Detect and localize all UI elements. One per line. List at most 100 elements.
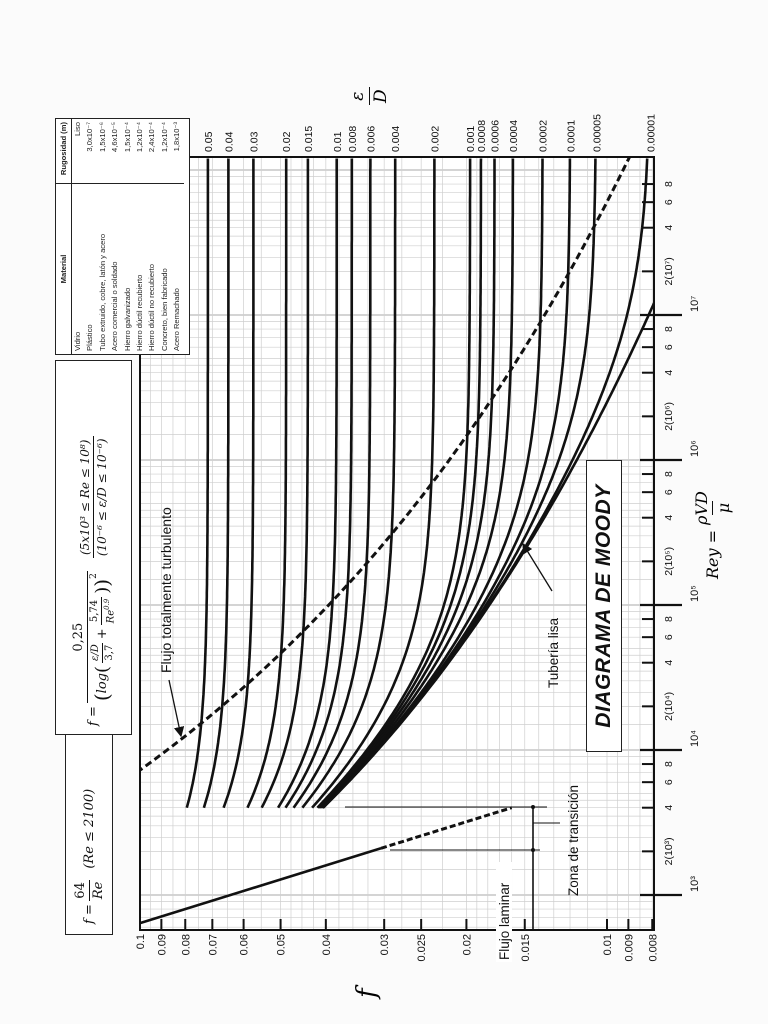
smooth-pipe-label: Tubería lisa: [546, 617, 561, 688]
laminar-line: [140, 847, 382, 925]
x-axis-title: Rey = ρVD μ: [692, 486, 733, 579]
fully-turbulent-arrow: [168, 679, 185, 738]
roughness-value: 1,2x10⁻⁴: [134, 119, 147, 184]
roughness-value: 2,4x10⁻⁴: [146, 119, 159, 184]
re-minor-tick-label: 4: [663, 660, 675, 666]
f-tick-label: 0.04: [321, 934, 333, 955]
laminar-label-bg: [496, 862, 512, 962]
term2-num: 5,74: [88, 599, 100, 623]
condition-eps: (10⁻⁶ ≤ ε/D ≤ 10⁻⁶): [93, 436, 109, 559]
re-term: 5,74 Re0.9: [88, 596, 117, 626]
eps-label: 0.015: [303, 126, 315, 152]
x-axis-title-fraction: ρVD μ: [692, 489, 733, 527]
curve-eps-0-006: [292, 158, 372, 809]
material-name: Acero comercial o soldado: [110, 261, 120, 351]
square-exp: 2: [88, 573, 99, 579]
curve-eps-0-02: [246, 158, 288, 809]
re-minor-tick-label: 4: [663, 805, 675, 811]
eps-label: 0.05: [203, 131, 215, 152]
eps-label: 0.04: [223, 131, 235, 152]
table-row: Tubo extruido, cobre, latón y acero 1,5x1…: [96, 119, 110, 354]
eps-label: 0.00005: [591, 114, 603, 152]
axes: 0.05 0.04 0.03 0.02 0.015 0.01 0.008 0.006 0.004…: [135, 114, 701, 962]
f-tick-label: 0.015: [520, 934, 532, 962]
curve-eps-0-0002: [320, 158, 544, 809]
f-tick-label: 0.03: [379, 934, 391, 955]
annotations: Flujo totalmente turbulento Tubería lisa…: [158, 507, 581, 962]
curve-eps-0-01: [276, 158, 338, 809]
re-minor-tick-label: 4: [663, 370, 675, 376]
term2-exp: 0.9: [102, 598, 111, 610]
eps-label: 0.002: [429, 126, 441, 152]
curve-eps-0-001: [316, 158, 472, 809]
roughness-value: 1,5x10⁻⁶: [96, 119, 110, 184]
re-minor-tick-label: 6: [663, 344, 675, 350]
transition-marker: [531, 805, 535, 809]
roughness-value: 1,2x10⁻⁴: [158, 119, 172, 184]
term2-den: Re: [105, 609, 117, 624]
eps-label: 0.0008: [476, 120, 488, 152]
table-header-roughness: Rugosidad (m): [56, 119, 72, 184]
curves: [140, 157, 654, 925]
re-minor-tick-label: 6: [663, 779, 675, 785]
curve-eps-0-008: [284, 158, 354, 809]
material-name: Tubo extruido, cobre, latón y acero: [97, 233, 107, 351]
material-name: Vidrio: [73, 331, 82, 351]
re-minor-tick-label: 6: [663, 199, 675, 205]
laminar-label: Flujo laminar: [497, 882, 512, 960]
re-minor-tick-label: 4: [663, 225, 675, 231]
f-tick-label: 0.06: [239, 934, 251, 955]
material-name: Hierro galvanizado: [122, 287, 132, 351]
formula-conditions: (5x10³ ≤ Re ≤ 10⁸) (10⁻⁶ ≤ ε/D ≤ 10⁻⁶): [78, 436, 109, 559]
re-minor-tick-label: 6: [663, 489, 675, 495]
re-minor-tick-label: 6: [663, 634, 675, 640]
re-major-tick-label: 10³: [689, 876, 701, 892]
material-name: Concreto, bien fabricado: [159, 268, 169, 351]
eps-label: 0.008: [347, 126, 359, 152]
f-tick-label: 0.1: [135, 934, 147, 949]
eps-label: 0.0006: [490, 120, 502, 152]
relative-roughness-axis-title: ε D: [348, 84, 391, 108]
curve-eps-0-03: [222, 158, 255, 809]
table-row: Hierro galvanizado 1,5x10⁻⁴: [121, 119, 135, 354]
smooth-pipe-arrow: [522, 542, 553, 592]
f-tick-label: 0.02: [461, 934, 473, 955]
re-minor-tick-label: 2(10⁴): [663, 692, 675, 721]
formula-lhs: f =: [86, 706, 101, 726]
log-term: log: [94, 673, 110, 694]
eps-label: 0.01: [332, 131, 344, 152]
re-major-tick-label: 10⁵: [689, 585, 701, 602]
x-axis-title-num: ρVD: [692, 491, 711, 525]
f-tick-label: 0.05: [276, 934, 288, 955]
turbulent-formula-box: f = 0,25 (log( ε/D 3,7 + 5,74 Re0.9 )) 2 (5…: [55, 360, 132, 735]
eps-over-3-7: ε/D 3,7: [90, 642, 115, 663]
formula-condition: (Re ≤ 2100): [81, 788, 97, 869]
roughness-value: 1,5x10⁻⁴: [121, 119, 135, 184]
eps-label: 0.001: [465, 126, 477, 152]
fully-turbulent-boundary: [140, 157, 654, 774]
formula-numerator: 64: [72, 882, 88, 899]
f-tick-label: 0.009: [623, 934, 635, 962]
laminar-formula-box: f = 64 Re (Re ≤ 2100): [65, 732, 113, 935]
plot-area: [140, 157, 654, 930]
eps-label: 0.006: [365, 126, 377, 152]
eps-label: 0.02: [281, 131, 293, 152]
re-major-tick-label: 10⁷: [689, 296, 701, 312]
transition-label: Zona de transición: [566, 785, 581, 896]
formula-numerator: 0,25: [70, 622, 86, 652]
x-axis-title-den: μ: [712, 500, 733, 516]
table-row: Concreto, bien fabricado 1,2x10⁻⁴: [158, 119, 172, 354]
table-row: Vidrio Liso: [71, 119, 85, 354]
formula-denominator: (log( ε/D 3,7 + 5,74 Re0.9 )) 2: [86, 571, 117, 704]
curve-eps-0-05: [185, 158, 210, 809]
eps-label: 0.00001: [646, 114, 658, 152]
material-name: Hierro dúctil no recubierto: [147, 264, 157, 351]
formula-lhs: f =: [81, 904, 97, 924]
fully-turbulent-label: Flujo totalmente turbulento: [158, 507, 174, 673]
f-tick-label: 0.025: [416, 934, 428, 962]
re-minor-tick-label: 8: [663, 326, 675, 332]
f-tick-label: 0.07: [207, 934, 219, 955]
curve-eps-0-015: [260, 158, 310, 809]
f-tick-label: 0.01: [602, 934, 614, 955]
